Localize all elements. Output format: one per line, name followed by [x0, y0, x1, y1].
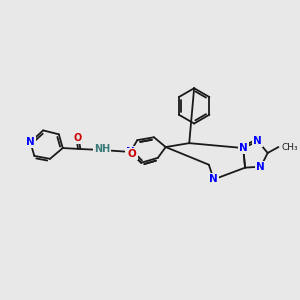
Text: O: O	[73, 133, 82, 143]
Text: N: N	[26, 137, 35, 147]
Text: N: N	[254, 136, 262, 146]
Text: N: N	[239, 143, 248, 153]
Text: N: N	[126, 147, 135, 157]
Text: N: N	[209, 174, 218, 184]
Text: O: O	[128, 149, 137, 159]
Text: NH: NH	[94, 144, 110, 154]
Text: CH₃: CH₃	[281, 142, 298, 152]
Text: N: N	[256, 162, 265, 172]
